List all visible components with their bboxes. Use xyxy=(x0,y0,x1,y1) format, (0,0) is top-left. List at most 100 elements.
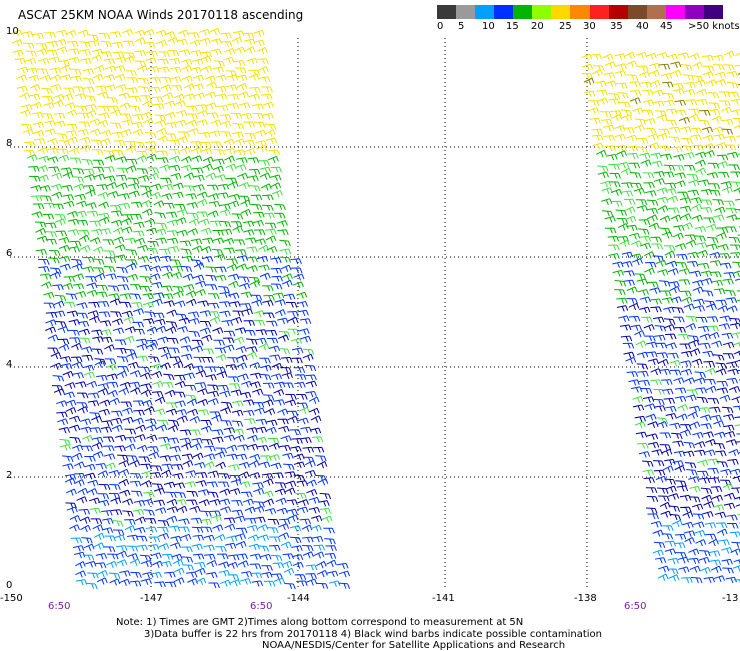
wind-barb xyxy=(102,421,113,426)
wind-barb xyxy=(142,294,153,300)
wind-barb xyxy=(295,493,306,498)
wind-barb xyxy=(158,347,169,353)
wind-barb xyxy=(232,214,243,219)
wind-barb xyxy=(184,364,194,371)
wind-barb xyxy=(263,491,273,497)
wind-barb xyxy=(252,389,262,395)
wind-barb xyxy=(642,90,653,95)
wind-barb xyxy=(147,51,158,57)
wind-barb xyxy=(89,498,100,504)
wind-barb xyxy=(731,99,740,105)
wind-barb xyxy=(84,175,95,181)
wind-barb xyxy=(695,372,706,378)
wind-barb xyxy=(83,79,94,85)
wind-barb xyxy=(15,59,26,64)
wind-barb xyxy=(64,302,75,307)
wind-barb xyxy=(56,30,67,36)
wind-barb xyxy=(244,122,255,127)
wind-barb xyxy=(718,540,729,546)
wind-barb xyxy=(110,299,120,305)
wind-barb xyxy=(658,496,669,501)
wind-barb xyxy=(641,388,652,393)
wind-barb xyxy=(119,579,129,585)
wind-barb xyxy=(260,167,271,173)
wind-barb xyxy=(69,338,80,343)
wind-barb xyxy=(286,303,297,308)
wind-barb xyxy=(86,203,97,209)
wind-barb xyxy=(695,80,705,86)
wind-barb xyxy=(126,166,136,172)
wind-barb xyxy=(79,122,90,127)
wind-barb xyxy=(223,345,234,351)
wind-barb xyxy=(296,581,307,586)
wind-barb xyxy=(215,535,225,542)
wind-barb xyxy=(73,169,84,175)
wind-barb xyxy=(197,192,207,198)
wind-barb xyxy=(113,530,124,535)
wind-barb xyxy=(262,195,273,200)
wind-barb xyxy=(708,399,719,404)
wind-barb xyxy=(141,384,152,390)
wind-barb xyxy=(688,558,699,563)
wind-barb xyxy=(33,204,44,209)
wind-barb xyxy=(236,363,246,370)
wind-barb xyxy=(285,488,295,495)
wind-barb xyxy=(274,578,284,584)
wind-barb xyxy=(83,69,94,75)
wind-barb xyxy=(220,115,231,120)
longitude-tick-label: -150 xyxy=(0,593,23,604)
wind-barb xyxy=(110,312,121,317)
wind-barb xyxy=(245,47,255,54)
wind-barb xyxy=(714,289,725,294)
wind-barb xyxy=(706,304,716,310)
wind-barb xyxy=(670,370,681,375)
wind-barb xyxy=(192,544,203,550)
wind-barb xyxy=(128,183,139,189)
wind-barb xyxy=(140,555,151,561)
wind-barb xyxy=(173,183,183,189)
wind-barb xyxy=(602,188,613,194)
wind-barb xyxy=(285,400,296,406)
wind-barb xyxy=(76,201,86,207)
wind-barb xyxy=(731,182,740,187)
wind-barb xyxy=(70,437,81,443)
wind-barb xyxy=(660,502,670,509)
wind-barb xyxy=(316,561,326,568)
wind-barb xyxy=(100,400,110,406)
wind-barb xyxy=(158,337,169,343)
wind-barb xyxy=(17,67,28,73)
wind-barb xyxy=(306,565,317,570)
wind-barb xyxy=(94,174,105,180)
wind-barb xyxy=(692,215,702,221)
wind-barb xyxy=(250,564,261,569)
wind-barb xyxy=(240,304,251,309)
wind-barb xyxy=(258,535,269,541)
wind-barb xyxy=(115,348,126,353)
wind-barb xyxy=(677,414,687,421)
wind-barb xyxy=(265,130,275,137)
wind-barb xyxy=(227,264,237,271)
wind-barb xyxy=(239,103,250,109)
wind-barb xyxy=(70,158,81,163)
wind-barb xyxy=(720,316,731,322)
wind-barb xyxy=(717,529,727,536)
wind-barb xyxy=(621,110,632,116)
wind-barb xyxy=(135,38,145,45)
wind-barb xyxy=(668,269,678,275)
wind-barb xyxy=(157,59,168,64)
wind-barb xyxy=(203,349,214,354)
wind-barb xyxy=(220,221,231,227)
wind-barb xyxy=(181,59,192,65)
wind-barb xyxy=(218,286,229,292)
wind-barb xyxy=(662,232,672,238)
wind-barb xyxy=(682,297,692,304)
wind-barb xyxy=(122,311,133,317)
wind-barb xyxy=(731,488,740,493)
wind-barb xyxy=(202,335,212,341)
wind-barb xyxy=(608,99,619,104)
wind-barb xyxy=(228,103,239,108)
wind-barb xyxy=(84,372,94,378)
wind-barb xyxy=(80,427,91,433)
wind-barb xyxy=(661,154,672,160)
wind-barb xyxy=(125,526,135,533)
